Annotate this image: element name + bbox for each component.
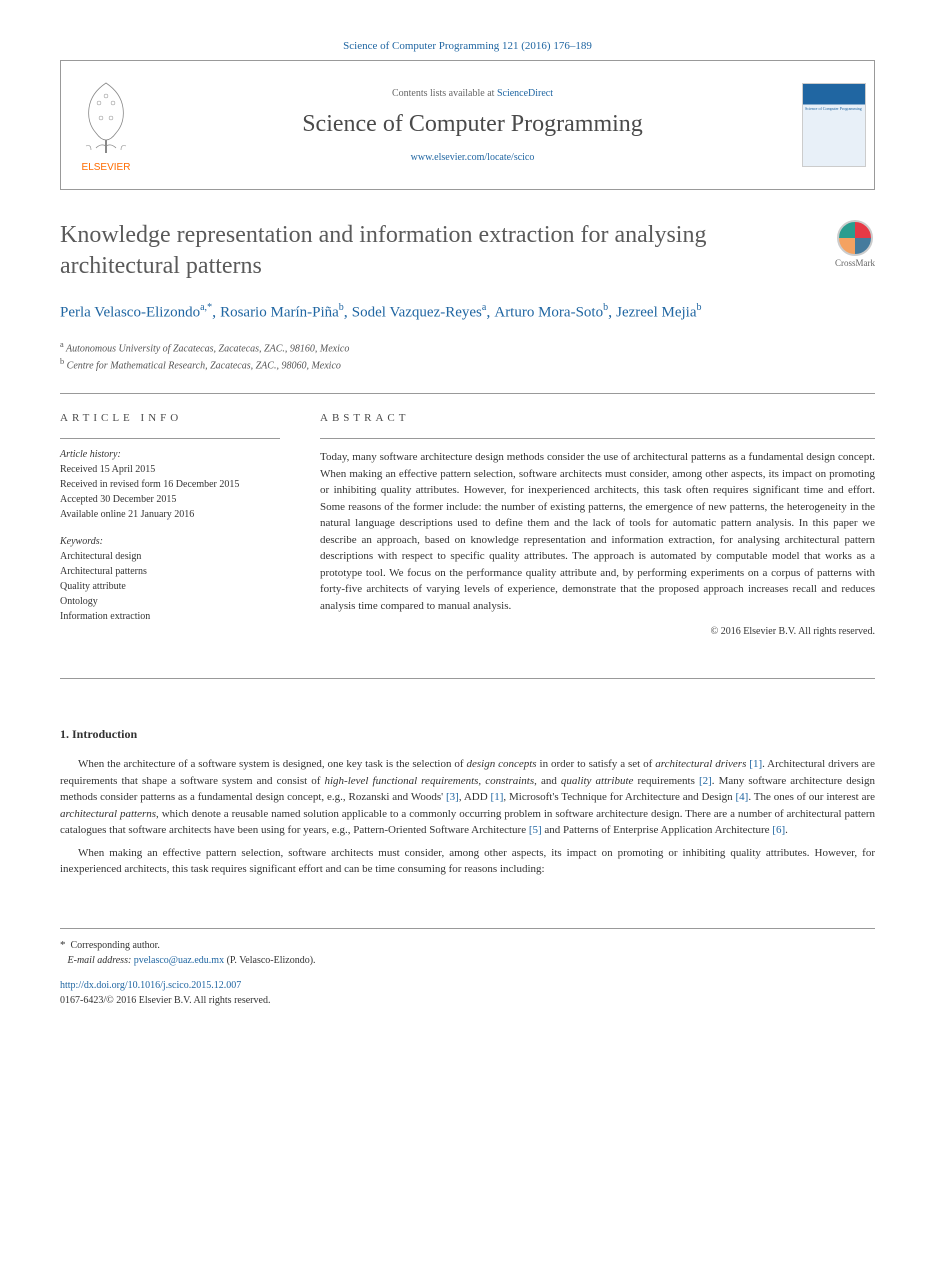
contents-prefix: Contents lists available at: [392, 88, 497, 99]
publisher-logo-column: ELSEVIER: [61, 61, 151, 189]
divider: [60, 393, 875, 394]
author-name: Perla Velasco-Elizondo: [60, 305, 200, 321]
keyword: Architectural design: [60, 549, 280, 564]
cover-image: [802, 83, 866, 167]
keywords-label: Keywords:: [60, 536, 280, 547]
abstract-column: ABSTRACT Today, many software architectu…: [320, 412, 875, 638]
reference-link[interactable]: [1]: [749, 758, 762, 770]
article-info-column: ARTICLE INFO Article history: Received 1…: [60, 412, 280, 638]
doi-link[interactable]: http://dx.doi.org/10.1016/j.scico.2015.1…: [60, 980, 241, 991]
author-list: Perla Velasco-Elizondoa,*, Rosario Marín…: [60, 300, 875, 324]
divider: [60, 438, 280, 439]
author-email-link[interactable]: pvelasco@uaz.edu.mx: [134, 955, 224, 966]
affiliations: a Autonomous University of Zacatecas, Za…: [60, 339, 875, 374]
body-paragraph: When the architecture of a software syst…: [60, 756, 875, 839]
crossmark-icon: [837, 220, 873, 256]
reference-link[interactable]: [2]: [699, 775, 712, 787]
keyword: Architectural patterns: [60, 564, 280, 579]
article-title: Knowledge representation and information…: [60, 220, 815, 282]
title-row: Knowledge representation and information…: [60, 220, 875, 282]
email-label: E-mail address:: [68, 955, 132, 966]
journal-cover-thumbnail: [794, 61, 874, 189]
keyword: Quality attribute: [60, 579, 280, 594]
reference-link[interactable]: [1]: [491, 791, 504, 803]
author-name: Jezreel Mejia: [616, 305, 696, 321]
italic-term: architectural drivers: [655, 758, 746, 770]
page-footer: * Corresponding author. E-mail address: …: [60, 928, 875, 1009]
issn-copyright-line: 0167-6423/© 2016 Elsevier B.V. All right…: [60, 993, 875, 1008]
publisher-name: ELSEVIER: [82, 162, 131, 173]
article-info-heading: ARTICLE INFO: [60, 412, 280, 424]
journal-homepage-link[interactable]: www.elsevier.com/locate/scico: [411, 152, 535, 163]
author-name: Sodel Vazquez-Reyes: [352, 305, 482, 321]
contents-available-line: Contents lists available at ScienceDirec…: [392, 88, 553, 99]
journal-name: Science of Computer Programming: [302, 111, 643, 138]
author-affiliation-mark: b: [603, 302, 608, 313]
body-paragraph: When making an effective pattern selecti…: [60, 845, 875, 878]
crossmark-badge[interactable]: CrossMark: [835, 220, 875, 268]
abstract-text: Today, many software architecture design…: [320, 449, 875, 614]
divider: [320, 438, 875, 439]
affiliation-line: b Centre for Mathematical Research, Zaca…: [60, 356, 875, 373]
journal-header-box: ELSEVIER Contents lists available at Sci…: [60, 60, 875, 190]
affiliation-line: a Autonomous University of Zacatecas, Za…: [60, 339, 875, 356]
corresponding-author-note: * Corresponding author.: [60, 937, 875, 954]
italic-term: quality attribute: [561, 775, 634, 787]
history-item: Received 15 April 2015: [60, 462, 280, 477]
reference-link[interactable]: [6]: [772, 824, 785, 836]
author-affiliation-mark: a: [482, 302, 486, 313]
email-owner: (P. Velasco-Elizondo).: [227, 955, 316, 966]
author-name: Rosario Marín-Piña: [220, 305, 339, 321]
article-history-block: Article history: Received 15 April 2015 …: [60, 449, 280, 522]
divider: [60, 678, 875, 679]
history-item: Available online 21 January 2016: [60, 507, 280, 522]
italic-term: design concepts: [466, 758, 536, 770]
sciencedirect-link[interactable]: ScienceDirect: [497, 88, 553, 99]
info-abstract-row: ARTICLE INFO Article history: Received 1…: [60, 412, 875, 638]
reference-link[interactable]: [5]: [529, 824, 542, 836]
author-affiliation-mark: b: [696, 302, 701, 313]
crossmark-label: CrossMark: [835, 258, 875, 268]
keyword: Ontology: [60, 594, 280, 609]
history-label: Article history:: [60, 449, 280, 460]
citation-reference: Science of Computer Programming 121 (201…: [60, 40, 875, 52]
author-affiliation-mark: a,*: [200, 302, 212, 313]
reference-link[interactable]: [3]: [446, 791, 459, 803]
reference-link[interactable]: [4]: [736, 791, 749, 803]
keyword: Information extraction: [60, 609, 280, 624]
email-line: E-mail address: pvelasco@uaz.edu.mx (P. …: [60, 953, 875, 968]
author-name: Arturo Mora-Soto: [494, 305, 603, 321]
star-icon: *: [60, 939, 66, 951]
abstract-heading: ABSTRACT: [320, 412, 875, 424]
header-center: Contents lists available at ScienceDirec…: [151, 61, 794, 189]
history-item: Received in revised form 16 December 201…: [60, 477, 280, 492]
keywords-block: Keywords: Architectural design Architect…: [60, 536, 280, 624]
history-item: Accepted 30 December 2015: [60, 492, 280, 507]
author-affiliation-mark: b: [339, 302, 344, 313]
italic-term: architectural patterns: [60, 808, 156, 820]
elsevier-tree-icon: [71, 78, 141, 158]
italic-term: high-level functional requirements, cons…: [324, 775, 534, 787]
section-heading: 1. Introduction: [60, 727, 875, 742]
abstract-copyright: © 2016 Elsevier B.V. All rights reserved…: [320, 626, 875, 637]
